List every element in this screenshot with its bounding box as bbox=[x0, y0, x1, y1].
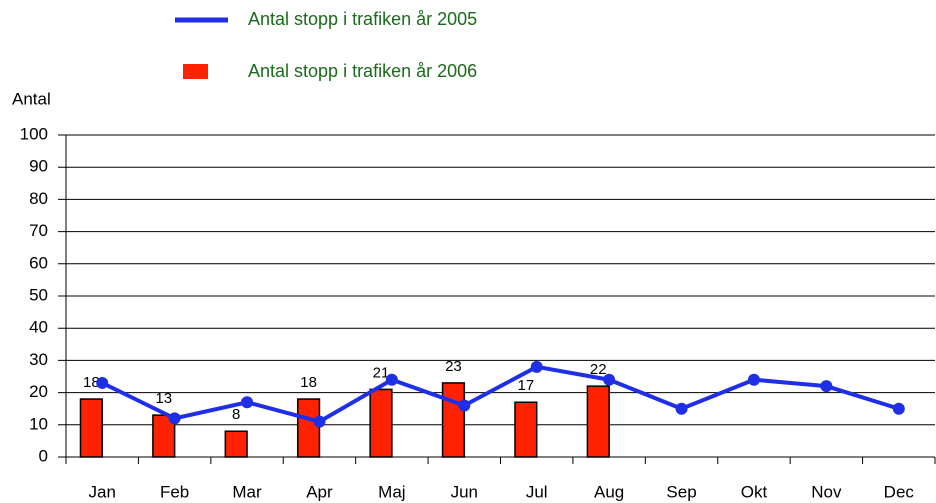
line-point bbox=[168, 412, 181, 425]
line-point bbox=[241, 396, 254, 409]
y-tick-label: 50 bbox=[29, 285, 48, 304]
x-tick-label: Jul bbox=[526, 482, 548, 501]
x-tick-label: Aug bbox=[594, 482, 624, 501]
y-tick-label: 40 bbox=[29, 318, 48, 337]
bar bbox=[79, 398, 103, 458]
y-tick-label: 30 bbox=[29, 350, 48, 369]
x-tick-label: Jun bbox=[451, 482, 478, 501]
bar bbox=[514, 401, 538, 458]
bar bbox=[586, 385, 610, 458]
x-tick-label: Okt bbox=[741, 482, 768, 501]
bar bbox=[224, 430, 248, 458]
line-point bbox=[458, 399, 471, 412]
bar bbox=[369, 388, 393, 458]
line-point bbox=[313, 415, 326, 428]
x-tick-label: Jan bbox=[88, 482, 115, 501]
data-label: 8 bbox=[232, 406, 240, 423]
line-point bbox=[892, 402, 905, 415]
data-label: 18 bbox=[300, 374, 317, 391]
x-tick-label: Apr bbox=[306, 482, 333, 501]
bar bbox=[441, 382, 466, 458]
line-point bbox=[603, 373, 616, 386]
data-label: 17 bbox=[518, 377, 535, 394]
y-tick-label: 70 bbox=[29, 221, 48, 240]
data-label: 13 bbox=[155, 390, 172, 407]
y-tick-label: 60 bbox=[29, 253, 48, 272]
line-point bbox=[385, 373, 398, 386]
x-tick-label: Feb bbox=[160, 482, 189, 501]
x-tick-label: Mar bbox=[232, 482, 262, 501]
data-label: 18 bbox=[83, 374, 100, 391]
line bbox=[101, 364, 900, 424]
y-tick-label: 90 bbox=[29, 157, 48, 176]
bar bbox=[296, 398, 321, 458]
line-point bbox=[747, 373, 760, 386]
data-label: 22 bbox=[590, 361, 607, 378]
x-tick-label: Maj bbox=[378, 482, 405, 501]
data-label: 23 bbox=[445, 358, 462, 375]
line-point bbox=[96, 376, 109, 389]
legend-key bbox=[183, 64, 208, 79]
x-tick-label: Nov bbox=[811, 482, 842, 501]
y-tick-label: 10 bbox=[29, 414, 48, 433]
legend-text: Antal stopp i trafiken år 2006 bbox=[248, 61, 477, 81]
x-tick-label: Sep bbox=[666, 482, 696, 501]
line-point bbox=[675, 402, 688, 415]
y-axis-label: Antal bbox=[12, 89, 51, 108]
line-point bbox=[530, 360, 543, 373]
line-point bbox=[820, 380, 833, 393]
data-label: 21 bbox=[373, 364, 390, 381]
x-tick-label: Dec bbox=[884, 482, 915, 501]
y-tick-label: 80 bbox=[29, 189, 48, 208]
y-tick-label: 20 bbox=[29, 382, 48, 401]
legend-text: Antal stopp i trafiken år 2005 bbox=[248, 9, 477, 29]
y-tick-label: 0 bbox=[39, 446, 48, 465]
y-tick-label: 100 bbox=[20, 124, 48, 143]
